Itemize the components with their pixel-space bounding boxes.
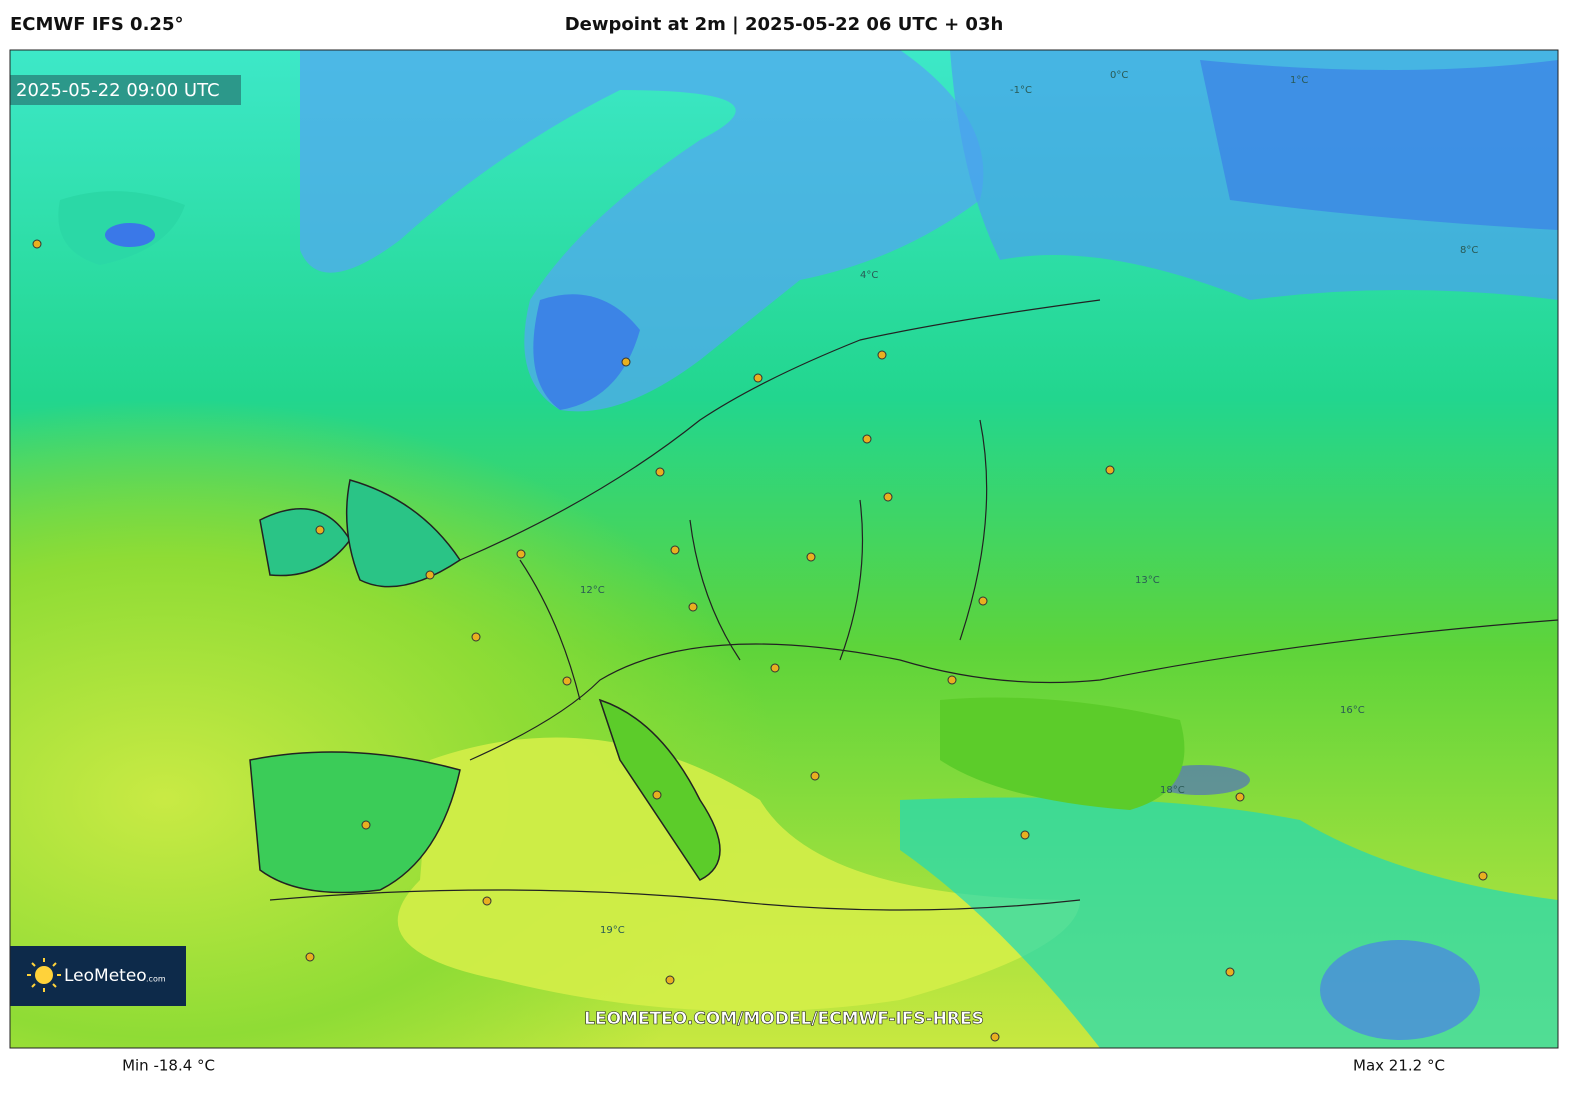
contour-label: 19°C bbox=[600, 925, 625, 936]
map-title: Dewpoint at 2m | 2025-05-22 06 UTC + 03h bbox=[565, 14, 1004, 35]
model-name: ECMWF IFS 0.25° bbox=[10, 14, 183, 35]
contour-label: 12°C bbox=[580, 585, 605, 596]
contour-label: 13°C bbox=[1135, 575, 1160, 586]
contour-label: 18°C bbox=[1160, 785, 1185, 796]
contour-label: 16°C bbox=[1340, 705, 1365, 716]
contour-label: 0°C bbox=[1110, 70, 1128, 81]
map: -1°C 0°C 1°C 4°C 8°C 12°C 13°C 16°C 18°C 19°C 202… bbox=[10, 50, 1558, 1048]
legend-min: Min -18.4 °C bbox=[122, 1057, 215, 1075]
contour-label: 4°C bbox=[860, 270, 878, 281]
source-url: LEOMETEO.COM/MODEL/ECMWF-IFS-HRES bbox=[584, 1009, 984, 1029]
timestamp: 2025-05-22 09:00 UTC bbox=[16, 80, 220, 101]
contour-label: -1°C bbox=[1010, 85, 1032, 96]
contour-label: 8°C bbox=[1460, 245, 1478, 256]
contour-label: 1°C bbox=[1290, 75, 1308, 86]
logo-name: LeoMeteo bbox=[64, 966, 147, 986]
logo-suffix: .com bbox=[146, 975, 166, 984]
legend-max: Max 21.2 °C bbox=[1353, 1057, 1445, 1075]
